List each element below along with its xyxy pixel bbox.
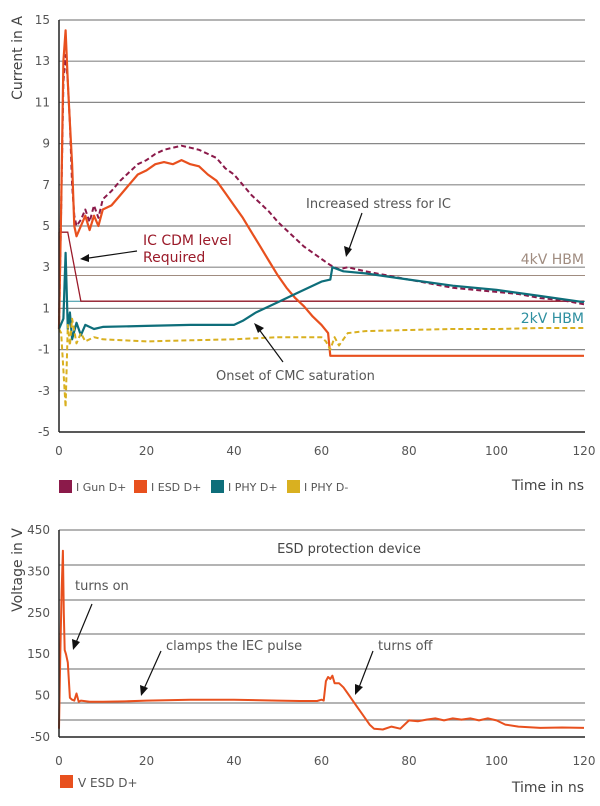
label-4kv-hbm: 4kV HBM [521, 252, 584, 268]
bottom-y-tick-label: 250 [27, 606, 50, 620]
bottom-x-tick-label: 40 [226, 754, 241, 768]
annotation-cdm-arrow [80, 251, 137, 262]
top-y-tick-label: -5 [38, 425, 50, 439]
top-y-axis-label: Current in A [10, 16, 26, 100]
legend-swatch [60, 775, 73, 788]
legend-label: I PHY D+ [228, 481, 278, 494]
legend-swatch [59, 480, 72, 493]
bottom-x-tick-label: 100 [485, 754, 508, 768]
bottom-y-tick-label: 350 [27, 564, 50, 578]
top-y-tick-label: 11 [35, 95, 50, 109]
annotation-turns-off: turns off [378, 639, 434, 654]
annotation-increased-stress: Increased stress for IC [306, 197, 451, 212]
bottom-x-tick-label: 60 [314, 754, 329, 768]
bottom-x-axis-label: Time in ns [511, 780, 584, 796]
top-y-tick-label: 9 [42, 137, 50, 151]
top-y-tick-label: -3 [38, 384, 50, 398]
bottom-gridlines [59, 530, 585, 720]
bottom-legend: V ESD D+ [60, 775, 138, 790]
top-y-tick-label: 15 [35, 13, 50, 27]
top-y-tick-label: -1 [38, 343, 50, 357]
annotation-cdm-line1: IC CDM level [143, 233, 232, 249]
series-line-i-phy-d- [59, 319, 584, 408]
bottom-x-tick-label: 80 [401, 754, 416, 768]
bottom-chart-title: ESD protection device [277, 542, 421, 557]
annotation-clamps: clamps the IEC pulse [166, 639, 302, 654]
annotation-turns-on-arrow [72, 604, 92, 650]
top-x-tick-label: 60 [314, 444, 329, 458]
bottom-y-tick-label: 150 [27, 647, 50, 661]
top-y-tick-label: 5 [42, 219, 50, 233]
top-series-group [59, 30, 584, 407]
bottom-y-axis-label: Voltage in V [10, 528, 26, 612]
legend-label: I ESD D+ [151, 481, 201, 494]
chart-canvas: 15131197531-1-3-5020406080100120 Current… [0, 0, 600, 806]
top-x-tick-label: 0 [55, 444, 63, 458]
annotation-cmc-arrow [254, 323, 283, 362]
annotation-turns-off-arrow [355, 651, 373, 695]
legend-swatch [134, 480, 147, 493]
top-x-tick-label: 80 [401, 444, 416, 458]
legend-label: I PHY D- [304, 481, 348, 494]
legend-swatch [211, 480, 224, 493]
bottom-x-tick-label: 0 [55, 754, 63, 768]
series-line-i-esd-d- [59, 30, 584, 356]
bottom-x-tick-label: 120 [573, 754, 596, 768]
top-y-tick-label: 13 [35, 54, 50, 68]
annotation-increased-stress-arrow [344, 213, 362, 257]
legend-label: I Gun D+ [76, 481, 126, 494]
top-x-tick-label: 20 [139, 444, 154, 458]
bottom-y-tick-label: -50 [30, 730, 50, 744]
top-legend: I Gun D+ I ESD D+ I PHY D+ I PHY D- [59, 480, 348, 494]
top-x-tick-label: 120 [573, 444, 596, 458]
top-x-tick-label: 40 [226, 444, 241, 458]
annotation-cdm-line2: Required [143, 250, 205, 266]
top-y-tick-label: 3 [42, 260, 50, 274]
bottom-tick-labels: 450 350 250 150 50 -50 0 20 40 60 80 100 120 [27, 523, 595, 768]
label-2kv-hbm: 2kV HBM [521, 311, 584, 327]
annotation-clamps-arrow [140, 651, 161, 696]
top-y-tick-label: 1 [42, 301, 50, 315]
annotation-cmc-saturation: Onset of CMC saturation [216, 369, 375, 384]
bottom-y-tick-label: 50 [35, 689, 50, 703]
top-x-axis-label: Time in ns [511, 478, 584, 494]
legend-swatch [287, 480, 300, 493]
legend-label: V ESD D+ [78, 776, 138, 790]
bottom-x-tick-label: 20 [139, 754, 154, 768]
top-y-tick-label: 7 [42, 178, 50, 192]
annotation-turns-on: turns on [75, 579, 129, 594]
series-line-i-gun-d- [59, 55, 584, 329]
bottom-y-tick-label: 450 [27, 523, 50, 537]
top-x-tick-label: 100 [485, 444, 508, 458]
